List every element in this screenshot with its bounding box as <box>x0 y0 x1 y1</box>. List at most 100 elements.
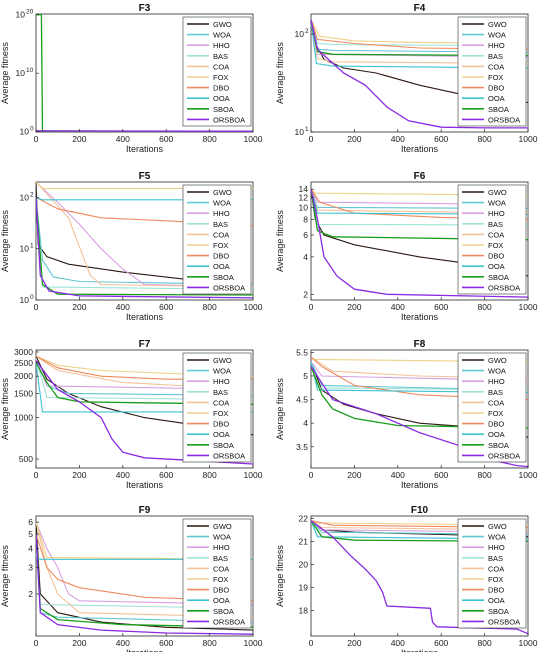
series-line-orsboa <box>311 189 528 298</box>
y-tick-label: 20 <box>299 559 309 569</box>
chart-title: F6 <box>414 171 426 182</box>
legend-label-hho: HHO <box>488 41 505 50</box>
series-line-hho <box>36 521 253 606</box>
x-tick-label: 800 <box>478 470 492 480</box>
legend-label-bas: BAS <box>213 388 228 397</box>
chart-title: F7 <box>139 339 151 350</box>
y-tick-label: 3 <box>28 562 33 572</box>
legend-label-ooa: OOA <box>213 94 230 103</box>
legend-label-fox: FOX <box>213 575 228 584</box>
legend-label-woa: WOA <box>488 533 506 542</box>
x-tick-label: 0 <box>34 302 39 312</box>
x-tick-label: 0 <box>309 302 314 312</box>
series-line-sboa <box>36 197 253 296</box>
legend-label-bas: BAS <box>488 388 503 397</box>
x-tick-label: 800 <box>203 302 217 312</box>
x-tick-label: 800 <box>478 302 492 312</box>
x-tick-label: 600 <box>434 302 448 312</box>
legend-label-sboa: SBOA <box>213 441 234 450</box>
y-tick-label: 3000 <box>14 347 33 357</box>
legend-label-hho: HHO <box>488 209 505 218</box>
x-axis-label: Iterations <box>401 480 439 490</box>
legend-label-coa: COA <box>488 230 504 239</box>
x-axis-label: Iterations <box>126 480 164 490</box>
x-tick-label: 600 <box>159 638 173 648</box>
y-tick-label: 8 <box>303 214 308 224</box>
x-tick-label: 1000 <box>519 470 538 480</box>
chart-panel-f9: 0 200 400 600 800 1000 2 3 4 5 6 F9 Iterations Averag… <box>0 505 263 652</box>
series-line-sboa <box>311 189 528 241</box>
series-lines <box>311 19 528 129</box>
legend-label-sboa: SBOA <box>488 105 509 114</box>
legend-label-fox: FOX <box>213 73 228 82</box>
x-tick-label: 200 <box>72 638 86 648</box>
y-axis-label: Average fitness <box>275 545 285 607</box>
y-tick-label: 5 <box>28 529 33 539</box>
y-tick-exponent: 2 <box>305 28 309 35</box>
y-tick-label: 5.5 <box>296 347 308 357</box>
x-tick-label: 600 <box>159 134 173 144</box>
y-tick-exponent: 2 <box>30 191 34 198</box>
x-tick-label: 800 <box>478 134 492 144</box>
legend-label-dbo: DBO <box>488 420 504 429</box>
legend-label-coa: COA <box>213 398 229 407</box>
y-tick-label: 10 <box>20 127 30 137</box>
legend-label-fox: FOX <box>488 409 503 418</box>
y-tick-label: 6 <box>303 230 308 240</box>
y-tick-label: 4.5 <box>296 395 308 405</box>
y-axis-label: Average fitness <box>0 378 10 440</box>
legend-label-sboa: SBOA <box>488 441 509 450</box>
series-line-orsboa <box>311 19 528 129</box>
x-axis-label: Iterations <box>401 648 439 652</box>
legend-label-gwo: GWO <box>213 522 232 531</box>
x-axis-label: Iterations <box>126 312 164 322</box>
x-tick-label: 400 <box>391 302 405 312</box>
x-tick-label: 0 <box>34 134 39 144</box>
y-tick-label: 10 <box>299 202 309 212</box>
legend-label-bas: BAS <box>213 220 228 229</box>
x-tick-label: 1000 <box>244 638 263 648</box>
chart-panel-f8: 0 200 400 600 800 1000 3.5 4 4.5 5 5.5 F8 Iterations… <box>275 339 538 490</box>
legend-label-hho: HHO <box>213 377 230 386</box>
y-tick-exponent: 1 <box>305 126 309 133</box>
y-tick-label: 4 <box>28 544 33 554</box>
y-tick-label: 14 <box>299 184 309 194</box>
x-tick-label: 1000 <box>519 134 538 144</box>
chart-title: F5 <box>139 171 151 182</box>
legend-label-woa: WOA <box>488 199 506 208</box>
legend-label-gwo: GWO <box>213 356 232 365</box>
x-tick-label: 1000 <box>244 302 263 312</box>
legend-label-dbo: DBO <box>488 586 504 595</box>
legend-label-dbo: DBO <box>488 252 504 261</box>
series-line-hho <box>36 182 253 288</box>
legend-label-sboa: SBOA <box>488 607 509 616</box>
x-tick-label: 400 <box>391 470 405 480</box>
legend-label-orsboa: ORSBOA <box>488 617 520 626</box>
series-line-ooa <box>311 19 528 69</box>
y-axis-label: Average fitness <box>0 210 10 272</box>
chart-title: F10 <box>411 505 429 516</box>
x-tick-label: 800 <box>478 638 492 648</box>
x-tick-label: 0 <box>309 134 314 144</box>
y-tick-label: 6 <box>28 517 33 527</box>
legend-label-sboa: SBOA <box>213 273 234 282</box>
x-tick-label: 600 <box>434 470 448 480</box>
x-tick-label: 600 <box>159 302 173 312</box>
series-lines <box>311 356 528 468</box>
y-tick-label: 22 <box>299 513 309 523</box>
x-tick-label: 200 <box>72 134 86 144</box>
chart-title: F3 <box>139 3 151 14</box>
legend-label-dbo: DBO <box>213 586 229 595</box>
y-axis-label: Average fitness <box>275 378 285 440</box>
legend-label-hho: HHO <box>488 543 505 552</box>
x-tick-label: 0 <box>34 638 39 648</box>
x-tick-label: 400 <box>116 302 130 312</box>
y-tick-label: 10 <box>16 68 26 78</box>
y-tick-label: 10 <box>295 29 305 39</box>
y-tick-label: 12 <box>299 193 309 203</box>
y-tick-label: 2500 <box>14 358 33 368</box>
y-tick-exponent: 0 <box>30 294 34 301</box>
